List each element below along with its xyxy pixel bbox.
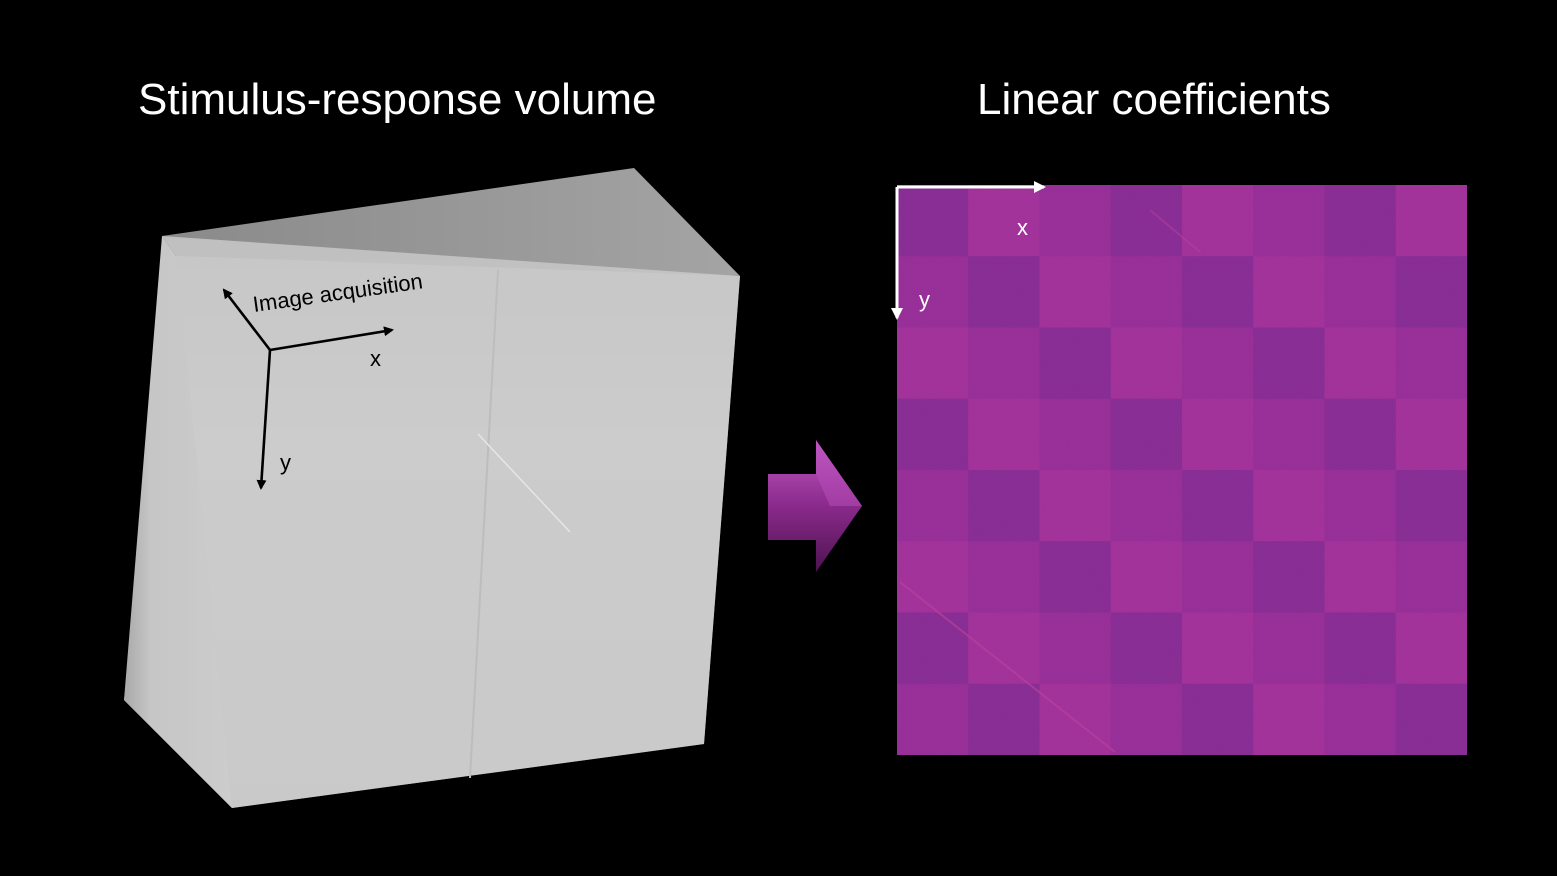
volume-streak <box>477 433 571 533</box>
coefficients-diagonal-streak <box>899 581 1116 753</box>
title-linear-coefficients: Linear coefficients <box>977 75 1331 124</box>
volume-x-axis-label: x <box>370 346 381 371</box>
volume-y-axis-label: y <box>280 450 291 475</box>
volume-left-face <box>124 236 232 808</box>
stimulus-response-volume: Image acquisition x y <box>124 168 740 808</box>
linear-coefficients-map: x y <box>891 181 1467 755</box>
coefficients-x-axis-label: x <box>1017 215 1028 240</box>
volume-time-axis <box>222 288 272 351</box>
volume-front-panel <box>176 256 740 808</box>
coefficients-y-axis-label: y <box>919 287 930 312</box>
coefficients-noise <box>897 185 1467 755</box>
coefficients-diagonal-streak-upper <box>1149 209 1201 253</box>
title-stimulus-response-volume: Stimulus-response volume <box>138 75 657 124</box>
volume-seam <box>469 269 499 779</box>
volume-y-axis <box>256 349 272 490</box>
volume-x-axis <box>269 326 394 352</box>
right-arrow-icon <box>768 440 862 572</box>
